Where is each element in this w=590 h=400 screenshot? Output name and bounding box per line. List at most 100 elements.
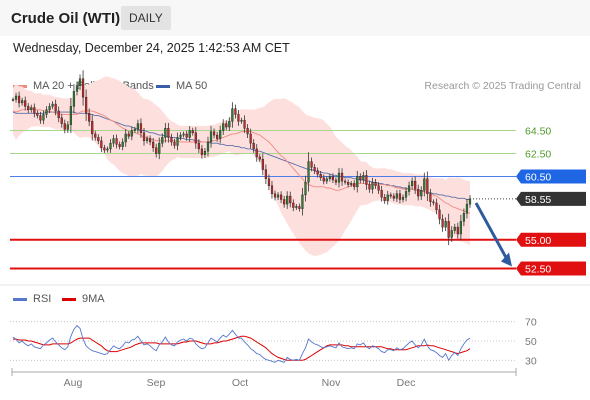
candle-body-87 bbox=[276, 194, 280, 198]
candle-body-50 bbox=[164, 127, 167, 138]
candle-body-29 bbox=[100, 140, 103, 148]
candle-105 bbox=[331, 173, 335, 184]
candle-98 bbox=[310, 157, 313, 172]
x-tick-nov: Nov bbox=[322, 377, 341, 389]
candle-body-80 bbox=[255, 148, 258, 158]
candle-body-0 bbox=[11, 99, 15, 101]
candle-body-30 bbox=[103, 147, 106, 151]
candle-60 bbox=[194, 127, 197, 149]
candle-body-38 bbox=[127, 133, 130, 137]
candle-91 bbox=[289, 191, 292, 208]
candle-body-143 bbox=[447, 221, 450, 238]
candle-10 bbox=[42, 110, 45, 125]
candle-2 bbox=[17, 91, 21, 108]
candle-25 bbox=[88, 108, 91, 127]
candle-body-73 bbox=[234, 108, 237, 115]
candle-body-54 bbox=[176, 137, 179, 146]
candle-body-47 bbox=[155, 147, 158, 154]
candle-body-59 bbox=[191, 130, 194, 133]
candle-15 bbox=[57, 106, 60, 123]
legend-9ma: 9MA bbox=[62, 293, 105, 305]
candle-body-101 bbox=[319, 173, 322, 178]
candle-body-27 bbox=[94, 133, 97, 138]
candle-135 bbox=[423, 172, 426, 197]
candle-77 bbox=[246, 124, 249, 138]
candle-112 bbox=[353, 180, 356, 191]
candle-17 bbox=[63, 119, 66, 134]
candle-body-7 bbox=[33, 107, 36, 114]
candle-1 bbox=[14, 92, 18, 103]
timeframe-button[interactable]: DAILY bbox=[121, 6, 171, 30]
candle-body-124 bbox=[389, 194, 392, 197]
candle-body-20 bbox=[72, 91, 76, 107]
candle-75 bbox=[240, 117, 243, 124]
candle-46 bbox=[152, 137, 155, 152]
candle-body-79 bbox=[252, 142, 255, 150]
legend-9ma-label: 9MA bbox=[82, 293, 105, 305]
legend-rsi-label: RSI bbox=[33, 293, 52, 305]
candle-76 bbox=[243, 115, 246, 134]
candle-body-19 bbox=[69, 106, 72, 125]
candle-body-142 bbox=[444, 221, 447, 228]
candle-body-141 bbox=[441, 218, 444, 228]
candle-64 bbox=[206, 136, 210, 157]
candle-body-84 bbox=[267, 178, 271, 186]
candle-body-122 bbox=[383, 196, 386, 201]
candle-11 bbox=[45, 106, 48, 119]
candle-30 bbox=[103, 144, 106, 153]
bollinger-band bbox=[13, 76, 470, 256]
level-badge-5 bbox=[516, 261, 586, 276]
candle-101 bbox=[319, 170, 322, 181]
candle-body-82 bbox=[261, 159, 264, 170]
candle-42 bbox=[139, 118, 143, 139]
candle-94 bbox=[298, 203, 301, 212]
candle-body-36 bbox=[121, 141, 124, 147]
candle-102 bbox=[322, 174, 325, 185]
candle-body-55 bbox=[179, 134, 182, 138]
candle-body-91 bbox=[289, 195, 292, 204]
candle-body-97 bbox=[307, 161, 310, 183]
candle-113 bbox=[356, 170, 359, 193]
candle-body-57 bbox=[185, 133, 188, 138]
candle-65 bbox=[209, 126, 213, 148]
candle-0 bbox=[11, 97, 15, 102]
candle-body-118 bbox=[371, 182, 374, 190]
candle-body-127 bbox=[398, 193, 402, 200]
candle-123 bbox=[386, 190, 389, 205]
x-tick-dec: Dec bbox=[397, 377, 416, 389]
candle-body-63 bbox=[203, 150, 207, 155]
x-tick-aug: Aug bbox=[64, 377, 83, 389]
candle-body-113 bbox=[356, 176, 359, 188]
candle-133 bbox=[417, 184, 420, 201]
candle-58 bbox=[188, 126, 191, 142]
candle-body-144 bbox=[450, 230, 453, 238]
candle-20 bbox=[72, 84, 76, 114]
candle-32 bbox=[109, 139, 112, 153]
candle-body-51 bbox=[167, 127, 170, 138]
candle-9 bbox=[39, 111, 42, 124]
candle-139 bbox=[435, 198, 438, 215]
candle-56 bbox=[182, 131, 185, 138]
candle-148 bbox=[462, 208, 466, 227]
rsi-tick-1: 50 bbox=[525, 336, 537, 348]
candle-body-6 bbox=[30, 107, 33, 110]
candle-95 bbox=[301, 188, 304, 216]
candle-96 bbox=[304, 175, 307, 202]
candle-body-24 bbox=[85, 96, 88, 114]
candle-140 bbox=[438, 204, 441, 225]
candle-8 bbox=[36, 110, 39, 119]
candle-142 bbox=[444, 217, 447, 232]
candle-108 bbox=[340, 168, 344, 186]
candle-body-13 bbox=[51, 103, 54, 107]
candles bbox=[11, 70, 472, 246]
level-label-3: 58.55 bbox=[525, 194, 551, 206]
candle-13 bbox=[51, 101, 54, 110]
candle-14 bbox=[54, 99, 57, 116]
candle-54 bbox=[176, 132, 179, 151]
legend-rsi: RSI bbox=[13, 293, 51, 305]
candle-125 bbox=[392, 193, 395, 202]
candle-128 bbox=[401, 194, 405, 203]
candle-body-42 bbox=[139, 123, 143, 133]
9ma-swatch bbox=[62, 297, 76, 301]
level-label-2: 60.50 bbox=[525, 172, 551, 184]
